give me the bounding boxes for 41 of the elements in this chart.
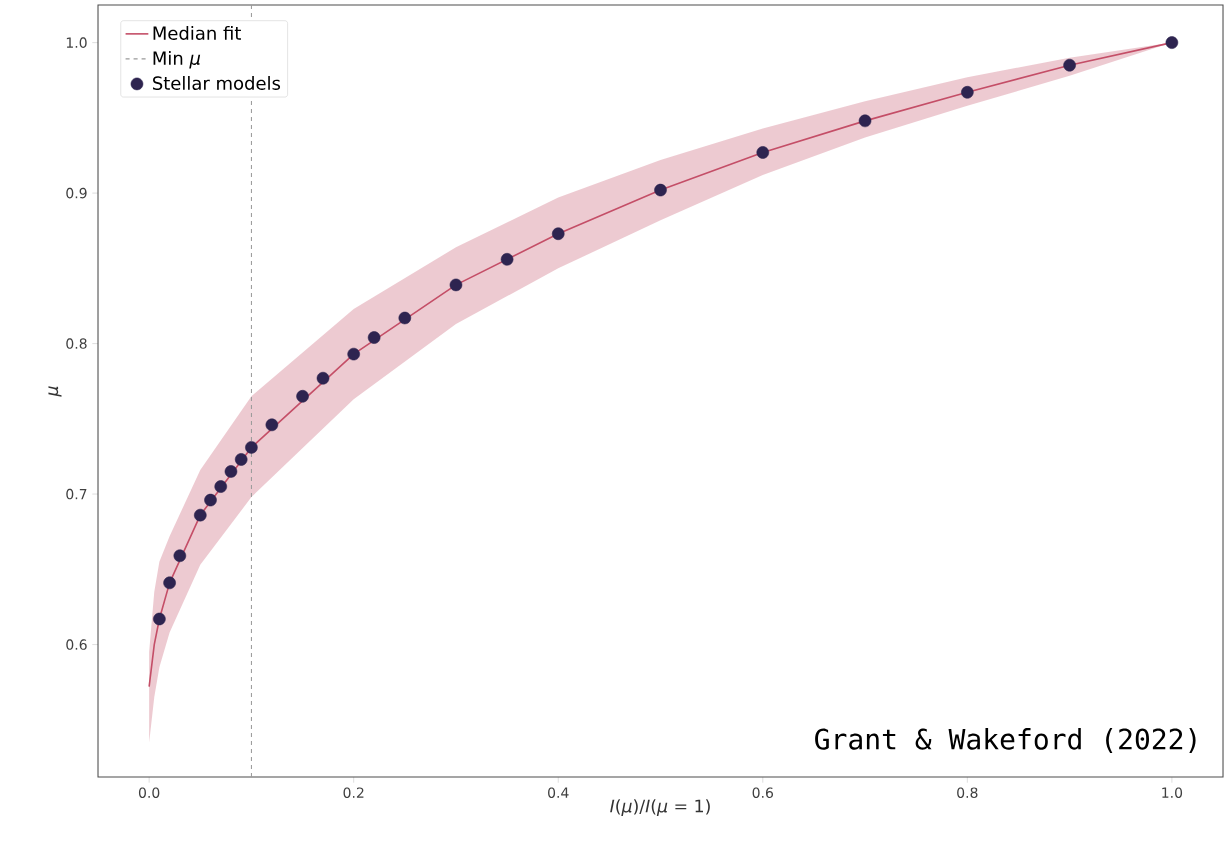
point	[858, 114, 872, 128]
ref-line-label: Min μ	[153, 51, 201, 69]
point	[367, 331, 381, 344]
x-tick-label: 0.0	[138, 787, 160, 798]
point	[173, 549, 187, 563]
point	[398, 311, 412, 325]
point	[316, 371, 330, 385]
point	[296, 389, 309, 403]
point	[756, 146, 770, 159]
y-tick-label: 0.7	[66, 488, 87, 500]
x-tick-label: 0.4	[548, 787, 569, 798]
point	[551, 227, 565, 240]
x-tick-label: 0.6	[752, 787, 774, 798]
point	[347, 347, 360, 361]
x-tick-label: 0.8	[957, 787, 978, 798]
point	[153, 612, 166, 626]
point	[265, 418, 279, 432]
annotation: Grant & Wakeford (2022)	[815, 728, 1196, 753]
y-tick-label: 0.6	[66, 639, 87, 650]
x-tick-label: 0.2	[343, 787, 364, 798]
point	[500, 253, 514, 266]
legend-label: Median fit	[153, 26, 241, 40]
point	[1165, 36, 1179, 49]
y-axis-title: μ	[48, 386, 62, 397]
point	[194, 508, 207, 522]
point	[449, 278, 463, 292]
y-tick-label: 0.8	[66, 338, 87, 349]
y-tick-label: 0.9	[66, 187, 87, 199]
point	[1063, 58, 1076, 72]
point	[961, 86, 974, 99]
point	[234, 453, 248, 466]
y-tick-label: 1.0	[66, 37, 87, 48]
point	[224, 465, 238, 478]
x-axis-title: I(μ)/I(μ = 1)	[610, 799, 710, 816]
legend-label: Stellar models	[153, 76, 281, 90]
point	[214, 480, 227, 493]
point	[245, 441, 258, 454]
point	[204, 493, 217, 507]
x-tick-label: 1.0	[1162, 787, 1183, 798]
point	[654, 183, 667, 197]
point	[163, 576, 176, 590]
